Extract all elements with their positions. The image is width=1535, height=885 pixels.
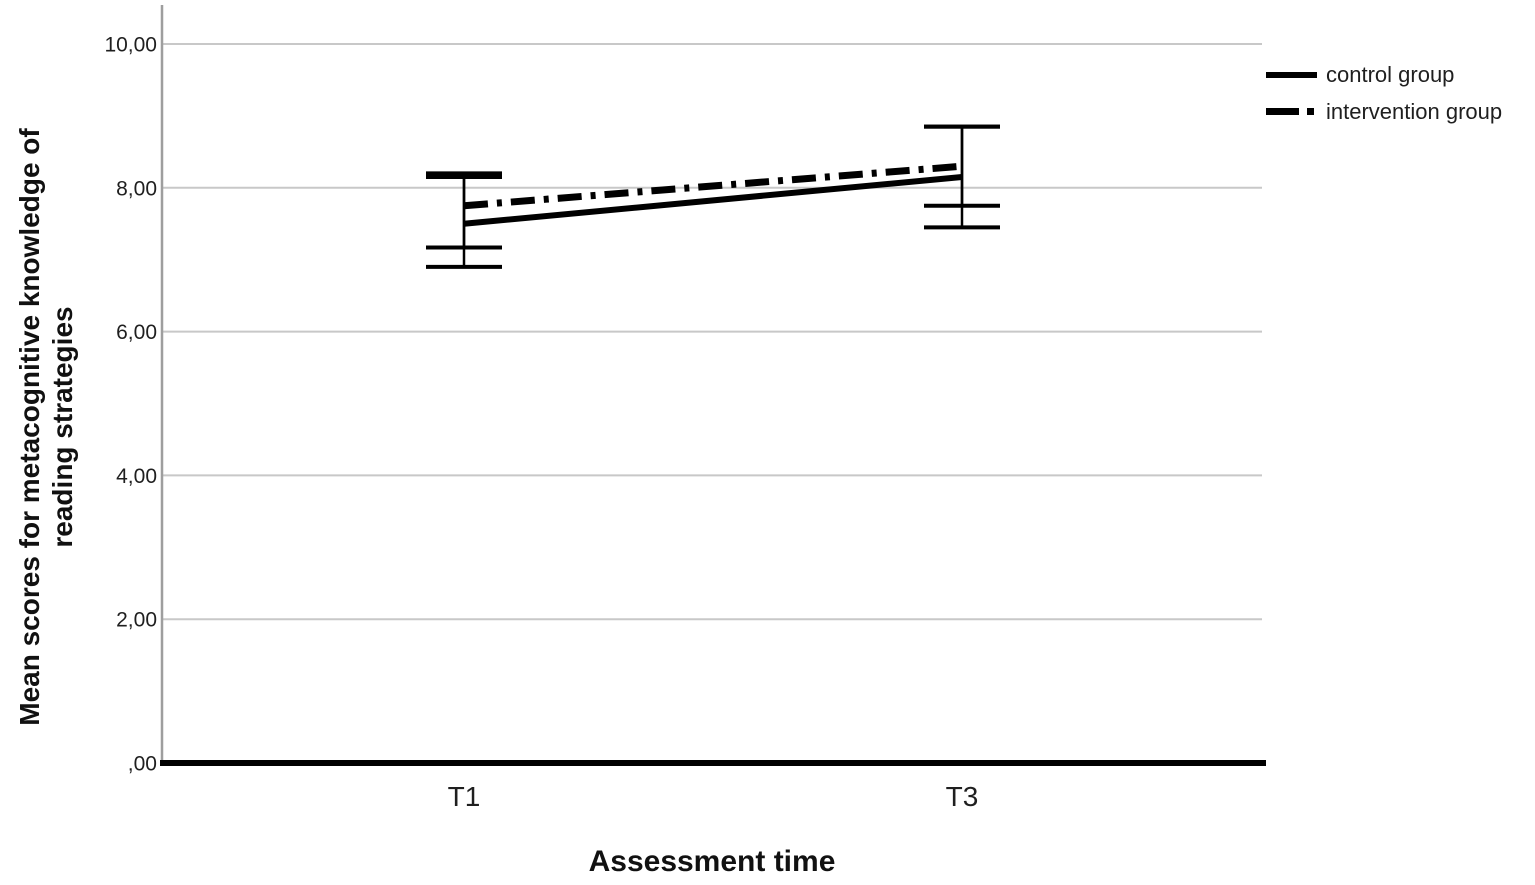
x-tick-label: T1 [448, 781, 481, 812]
y-tick-label: ,00 [128, 753, 157, 776]
y-axis-title-line2: reading strategies [47, 306, 78, 548]
legend-label-intervention-group: intervention group [1326, 98, 1503, 124]
intervention-group-line-sample [1266, 108, 1317, 115]
y-tick-label: 6,00 [116, 321, 157, 344]
y-tick-label: 4,00 [116, 465, 157, 488]
legend-label-control-group: control group [1326, 61, 1455, 87]
legend-entry-intervention-group: intervention group [1266, 93, 1502, 130]
x-tick-label: T3 [946, 781, 979, 812]
y-axis-title-line1: Mean scores for metacognitive knowledge … [14, 128, 45, 726]
control-group-line-sample [1266, 71, 1317, 78]
control-group-line [463, 174, 963, 227]
legend-entry-control-group: control group [1266, 56, 1502, 93]
y-tick-label: 2,00 [116, 609, 157, 632]
x-axis-title: Assessment time [588, 845, 836, 878]
y-axis-title: Mean scores for metacognitive knowledge … [13, 77, 79, 777]
intervention-group-line [463, 162, 963, 210]
legend: control group intervention group [1266, 56, 1502, 130]
y-tick-label: 10,00 [104, 34, 157, 57]
y-tick-label: 8,00 [116, 177, 157, 200]
